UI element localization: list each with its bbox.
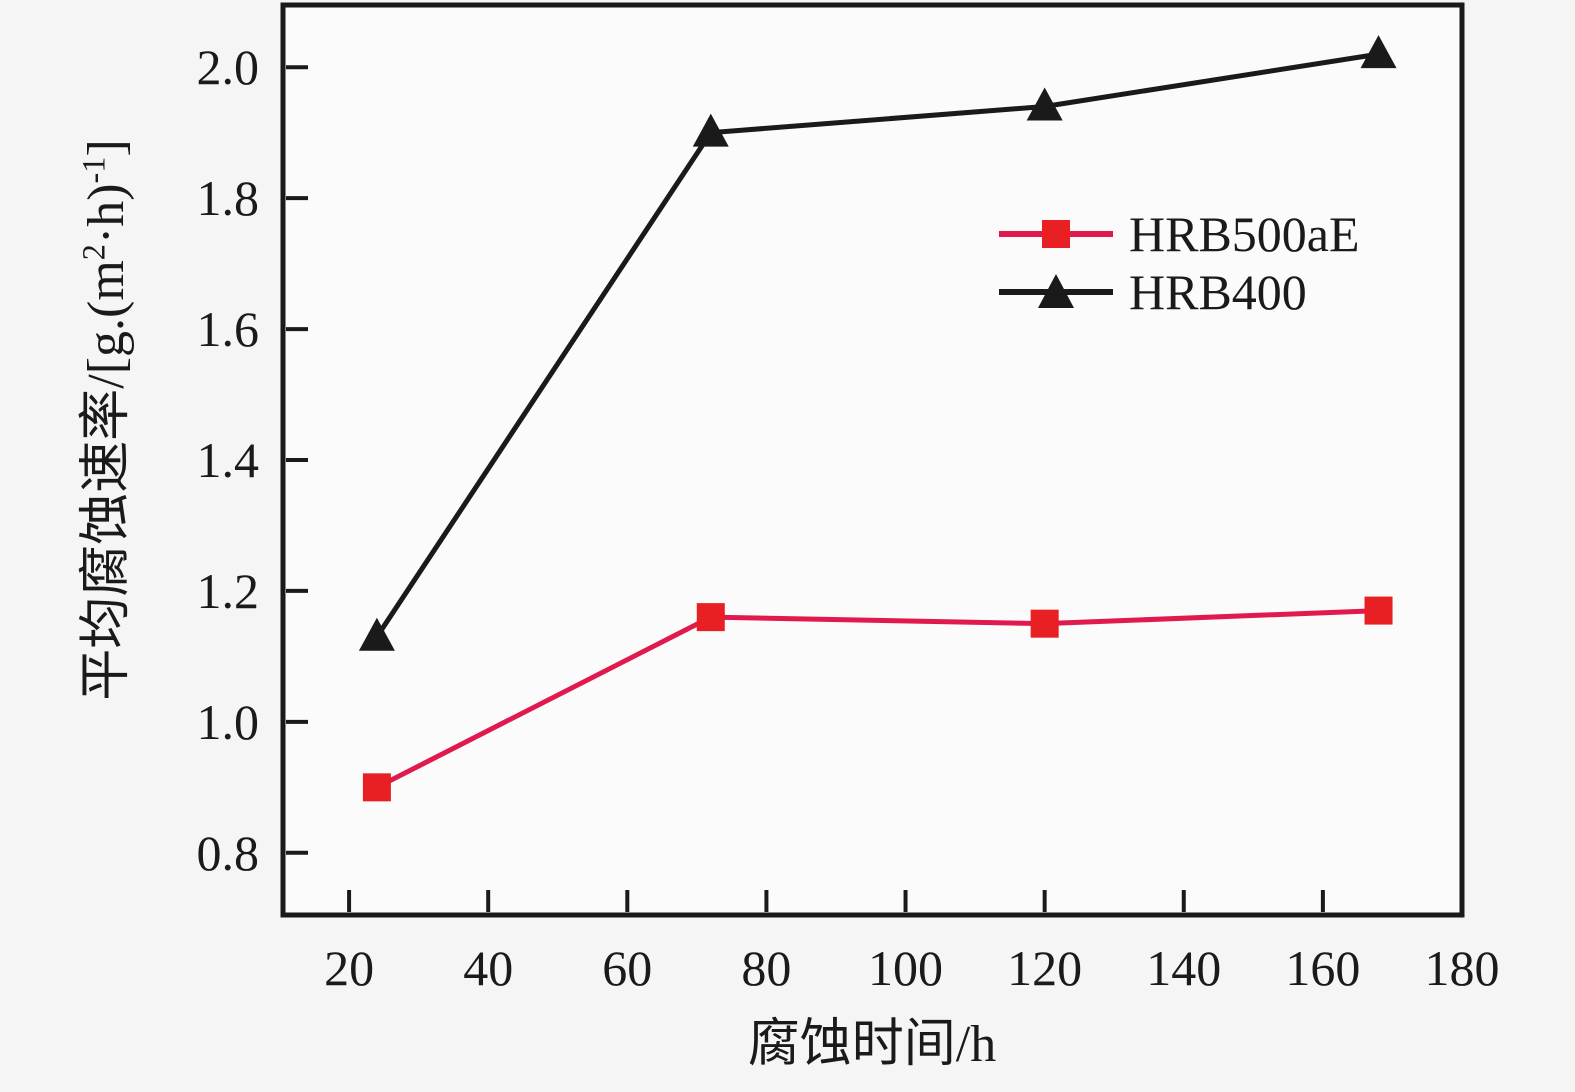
legend-triangle-marker-icon [1038, 274, 1074, 308]
x-tick-label: 100 [868, 940, 943, 996]
y-tick-label: 1.2 [197, 563, 260, 619]
legend-square-marker-icon [1042, 220, 1070, 248]
y-axis-label-part: ·h) [78, 183, 135, 245]
data-point-triangle-hrb400 [358, 617, 395, 651]
legend: HRB500aE HRB400 [995, 206, 1360, 320]
x-tick-label: 120 [1007, 940, 1082, 996]
legend-label-hrb500ae: HRB500aE [1129, 206, 1360, 262]
data-point-square-hrb500ae [1364, 596, 1393, 625]
y-tick-label: 1.6 [197, 301, 260, 357]
y-axis-label: 平均腐蚀速率/[g.(m2·h)-1] [76, 139, 135, 701]
legend-item-hrb500ae: HRB500aE [995, 206, 1360, 262]
legend-item-hrb400: HRB400 [995, 264, 1360, 320]
data-point-square-hrb500ae [696, 603, 725, 632]
y-tick-label: 1.0 [197, 694, 260, 750]
legend-swatch-hrb500ae [999, 220, 1113, 248]
data-point-triangle-hrb400 [1026, 87, 1063, 121]
legend-swatch-hrb400 [999, 274, 1113, 308]
x-tick-label: 20 [324, 940, 374, 996]
y-tick-label: 1.8 [197, 170, 260, 226]
data-point-triangle-hrb400 [1360, 35, 1397, 69]
y-tick-label: 0.8 [197, 825, 260, 881]
x-tick-label: 180 [1425, 940, 1500, 996]
plot-frame [280, 2, 1465, 918]
x-tick-label: 40 [463, 940, 513, 996]
x-tick-label: 160 [1285, 940, 1360, 996]
y-axis-label-superscript: 2 [75, 244, 112, 261]
legend-label-hrb400: HRB400 [1129, 264, 1307, 320]
x-tick-label: 140 [1146, 940, 1221, 996]
x-tick-label: 80 [741, 940, 791, 996]
y-axis-label-part: 平均腐蚀速率/[g.(m [78, 260, 135, 701]
series-line-hrb400 [374, 51, 1379, 639]
data-point-square-hrb500ae [1030, 609, 1059, 638]
data-point-triangle-hrb400 [692, 113, 729, 147]
y-axis-label-superscript: -1 [75, 156, 112, 184]
y-tick-label: 2.0 [197, 39, 260, 95]
data-point-square-hrb500ae [362, 773, 391, 802]
x-tick-label: 60 [602, 940, 652, 996]
series-line-hrb500ae [375, 608, 1379, 790]
y-axis-label-part: ] [78, 139, 135, 157]
x-axis-label: 腐蚀时间/h [747, 1016, 997, 1073]
plot-background [283, 5, 1462, 915]
y-tick-label: 1.4 [197, 432, 260, 488]
